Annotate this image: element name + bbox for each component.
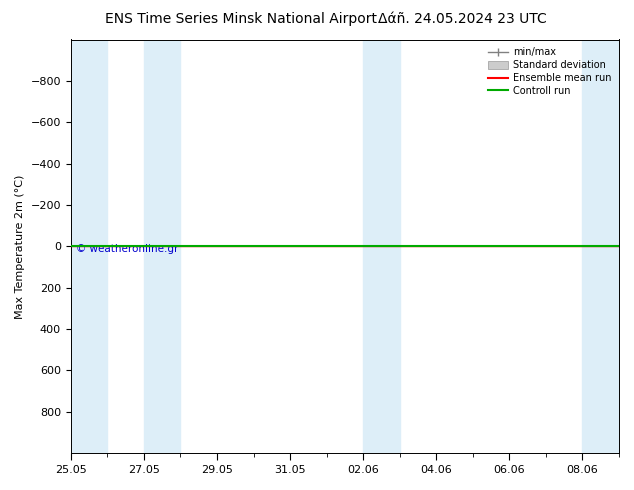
Text: Δάñ. 24.05.2024 23 UTC: Δάñ. 24.05.2024 23 UTC (378, 12, 547, 26)
Bar (71, 40, 107, 453)
Text: ENS Time Series Minsk National Airport: ENS Time Series Minsk National Airport (105, 12, 377, 26)
Legend: min/max, Standard deviation, Ensemble mean run, Controll run: min/max, Standard deviation, Ensemble me… (486, 45, 614, 99)
Y-axis label: Max Temperature 2m (°C): Max Temperature 2m (°C) (15, 174, 25, 318)
Text: © weatheronline.gr: © weatheronline.gr (76, 245, 179, 254)
Bar (144, 40, 181, 453)
Bar (363, 40, 399, 453)
Bar (583, 40, 619, 453)
